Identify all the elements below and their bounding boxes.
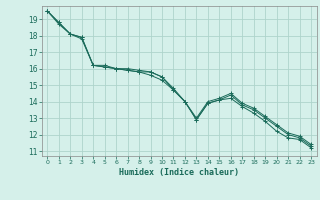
X-axis label: Humidex (Indice chaleur): Humidex (Indice chaleur) [119,168,239,177]
